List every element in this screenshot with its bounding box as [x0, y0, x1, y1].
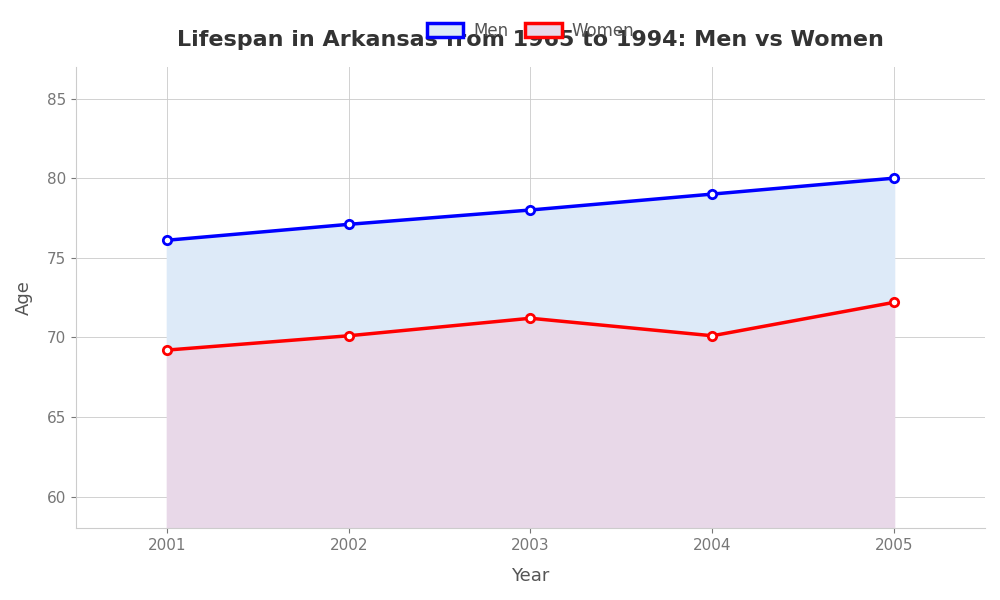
Y-axis label: Age: Age [15, 280, 33, 315]
Legend: Men, Women: Men, Women [420, 15, 641, 46]
Title: Lifespan in Arkansas from 1965 to 1994: Men vs Women: Lifespan in Arkansas from 1965 to 1994: … [177, 30, 884, 50]
X-axis label: Year: Year [511, 567, 550, 585]
